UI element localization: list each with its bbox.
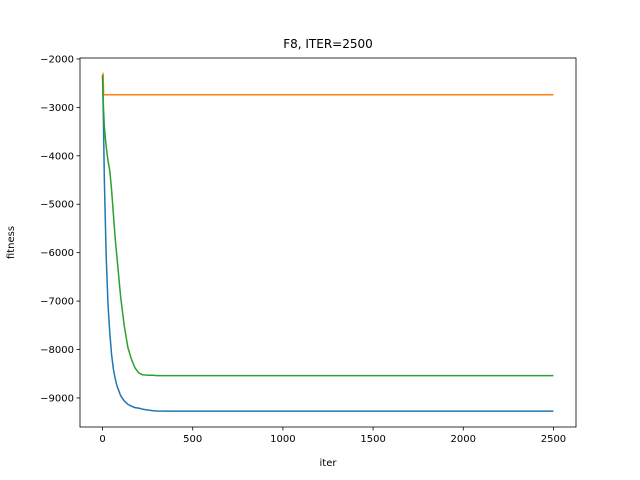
- y-tick-label: −7000: [40, 297, 74, 308]
- x-tick-label: 1500: [360, 434, 385, 445]
- series-line-3: [101, 74, 554, 377]
- y-tick-label: −3000: [40, 103, 74, 114]
- x-tick-label: 1000: [270, 434, 295, 445]
- x-axis-label: iter: [320, 458, 338, 469]
- series-line-1: [101, 75, 554, 412]
- y-tick-label: −5000: [40, 200, 74, 211]
- x-tick-label: 500: [183, 434, 202, 445]
- y-axis: −9000 −8000 −7000 −6000 −5000 −4000 −3000 −2000: [40, 54, 80, 404]
- y-tick-label: −2000: [40, 54, 74, 65]
- x-tick-label: 2000: [451, 434, 476, 445]
- y-axis-label: fitness: [6, 226, 17, 259]
- chart-title: F8, ITER=2500: [283, 37, 373, 51]
- y-tick-label: −6000: [40, 248, 74, 259]
- y-tick-label: −8000: [40, 345, 74, 356]
- x-tick-label: 2500: [541, 434, 566, 445]
- x-tick-label: 0: [99, 434, 105, 445]
- y-tick-label: −9000: [40, 393, 74, 404]
- x-axis: 0 500 1000 1500 2000 2500: [99, 427, 566, 445]
- axes-frame: [79, 57, 577, 428]
- plot-area: [101, 72, 554, 412]
- y-tick-label: −4000: [40, 151, 74, 162]
